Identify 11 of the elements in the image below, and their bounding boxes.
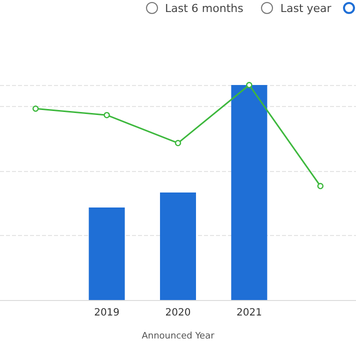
point — [317, 182, 324, 190]
point — [246, 82, 252, 88]
point — [32, 106, 39, 112]
text: Last 6 months — [165, 2, 244, 14]
x-tick-label: 2019 — [94, 308, 120, 318]
x-axis-title: Announced Year — [142, 332, 215, 342]
x-tick-label: 2020 — [165, 308, 191, 318]
x-tick-label: 2021 — [236, 308, 262, 318]
text: Last year — [280, 2, 332, 14]
point — [104, 112, 110, 118]
point — [174, 140, 182, 146]
